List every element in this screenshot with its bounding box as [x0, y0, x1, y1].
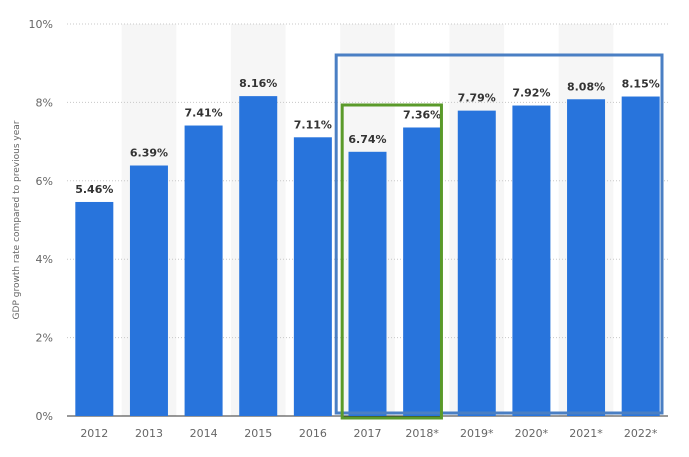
y-tick-label: 2% [36, 332, 53, 345]
x-tick-label: 2018* [405, 427, 439, 440]
x-axis-ticks: 2012 2013 2014 2015 2016 2017 2018* 2019* 2020* 2… [80, 427, 658, 440]
data-label: 8.16% [239, 77, 277, 90]
bar [293, 137, 332, 416]
bar [348, 151, 387, 417]
x-tick-label: 2022* [624, 427, 658, 440]
x-tick-label: 2016 [299, 427, 327, 440]
data-label: 6.39% [130, 147, 168, 160]
bar [184, 125, 223, 416]
x-tick-label: 2012 [80, 427, 108, 440]
x-tick-label: 2021* [569, 427, 603, 440]
x-tick-label: 2015 [244, 427, 272, 440]
bar [457, 110, 496, 416]
highlight-box-2017-2018 [340, 103, 443, 420]
highlight-box-forecast [334, 53, 664, 415]
x-tick-label: 2019* [460, 427, 494, 440]
bar [403, 127, 442, 416]
data-label: 8.08% [567, 80, 605, 93]
y-tick-label: 10% [29, 18, 53, 31]
y-tick-label: 4% [36, 253, 53, 266]
bar [512, 105, 551, 416]
y-tick-label: 6% [36, 175, 53, 188]
x-tick-label: 2020* [515, 427, 549, 440]
y-axis-ticks: 0% 2% 4% 6% 8% 10% [29, 18, 53, 423]
bar [129, 165, 168, 416]
x-tick-label: 2014 [190, 427, 218, 440]
data-label: 7.79% [458, 92, 496, 105]
y-tick-label: 8% [36, 96, 53, 109]
x-tick-label: 2017 [354, 427, 382, 440]
data-label: 7.41% [185, 107, 223, 120]
data-label: 7.92% [512, 87, 550, 100]
bar [567, 99, 606, 416]
data-label: 6.74% [348, 133, 386, 146]
highlight-boxes [334, 53, 664, 420]
data-labels: 5.46% 6.39% 7.41% 8.16% 7.11% 6.74% 7.36% 7.79%… [75, 77, 660, 196]
bar [75, 201, 114, 416]
data-label: 5.46% [75, 183, 113, 196]
bars [75, 96, 660, 417]
data-label: 7.11% [294, 118, 332, 131]
data-label: 8.15% [622, 78, 660, 91]
bar [621, 96, 660, 417]
y-tick-label: 0% [36, 410, 53, 423]
x-tick-label: 2013 [135, 427, 163, 440]
bar [239, 96, 278, 417]
y-axis-label: GDP growth rate compared to previous yea… [12, 120, 22, 319]
data-label: 7.36% [403, 108, 441, 121]
